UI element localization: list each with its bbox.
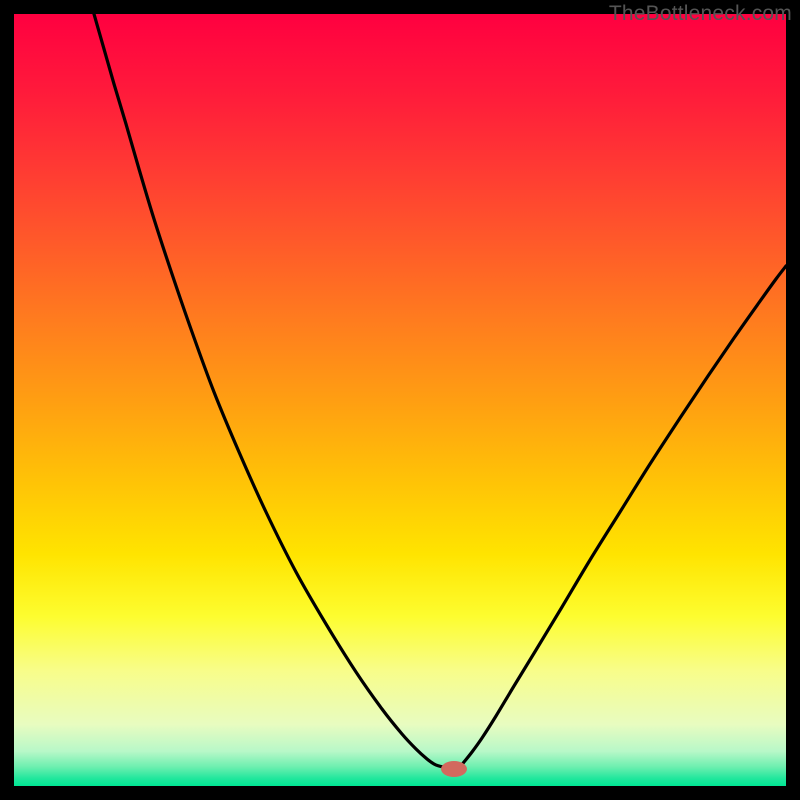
plot-area	[14, 14, 786, 786]
bottleneck-curve	[14, 14, 786, 786]
watermark-text: TheBottleneck.com	[609, 2, 792, 26]
chart-canvas: TheBottleneck.com	[0, 0, 800, 800]
minimum-marker	[441, 761, 467, 777]
